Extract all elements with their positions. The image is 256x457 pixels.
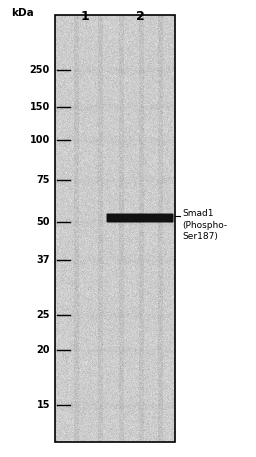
- Text: 250: 250: [30, 65, 50, 75]
- Text: 50: 50: [37, 217, 50, 227]
- Text: 75: 75: [37, 175, 50, 185]
- Text: kDa: kDa: [11, 8, 33, 18]
- Text: 20: 20: [37, 345, 50, 355]
- Text: 2: 2: [136, 10, 144, 23]
- FancyBboxPatch shape: [106, 213, 174, 223]
- Text: 25: 25: [37, 310, 50, 320]
- Text: 100: 100: [30, 135, 50, 145]
- Text: 15: 15: [37, 400, 50, 410]
- Text: 37: 37: [37, 255, 50, 265]
- Bar: [55, 15, 175, 442]
- Text: 1: 1: [81, 10, 89, 23]
- Text: 150: 150: [30, 102, 50, 112]
- Text: Smad1
(Phospho-
Ser187): Smad1 (Phospho- Ser187): [182, 209, 227, 240]
